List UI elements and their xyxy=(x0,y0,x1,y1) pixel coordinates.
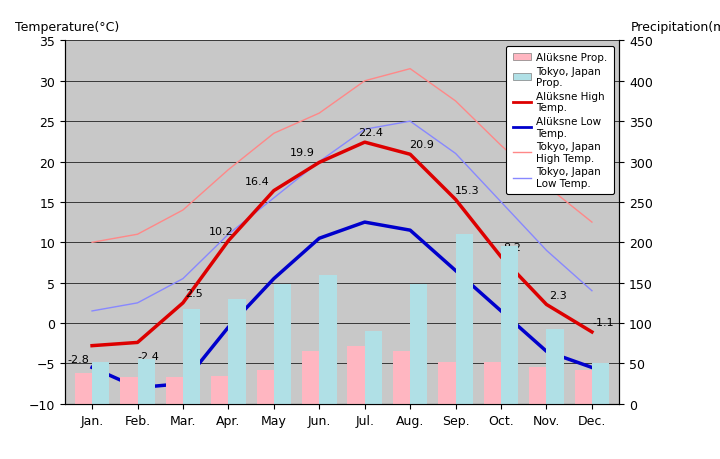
Text: 22.4: 22.4 xyxy=(358,128,383,138)
Bar xyxy=(575,370,592,404)
Bar xyxy=(274,285,291,404)
Bar xyxy=(484,362,501,404)
Bar xyxy=(592,364,609,404)
Text: -2.8: -2.8 xyxy=(67,354,89,364)
Text: -1.1: -1.1 xyxy=(593,317,614,327)
Bar xyxy=(92,362,109,404)
Text: 8.2: 8.2 xyxy=(503,242,521,252)
Bar xyxy=(438,362,456,404)
Bar xyxy=(120,377,138,404)
Bar xyxy=(183,309,200,404)
Text: 20.9: 20.9 xyxy=(409,140,433,150)
Bar xyxy=(348,346,365,404)
Bar xyxy=(365,331,382,404)
Bar xyxy=(302,352,319,404)
Text: 16.4: 16.4 xyxy=(245,176,269,186)
Bar xyxy=(166,377,183,404)
Bar xyxy=(456,235,473,404)
Bar xyxy=(138,359,155,404)
Bar xyxy=(228,299,246,404)
Bar xyxy=(410,285,428,404)
Bar xyxy=(546,329,564,404)
Text: Temperature(°C): Temperature(°C) xyxy=(15,21,119,34)
Bar xyxy=(393,352,410,404)
Bar xyxy=(211,376,228,404)
Bar xyxy=(319,275,336,404)
Text: 15.3: 15.3 xyxy=(454,185,479,195)
Bar xyxy=(256,370,274,404)
Text: Precipitation(mm): Precipitation(mm) xyxy=(630,21,720,34)
Bar xyxy=(529,368,546,404)
Text: 2.5: 2.5 xyxy=(185,288,203,298)
Text: 2.3: 2.3 xyxy=(549,290,567,300)
Bar xyxy=(501,247,518,404)
Legend: Alüksne Prop., Tokyo, Japan
Prop., Alüksne High
Temp., Alüksne Low
Temp., Tokyo,: Alüksne Prop., Tokyo, Japan Prop., Alüks… xyxy=(506,46,614,195)
Text: 19.9: 19.9 xyxy=(290,148,315,158)
Text: -2.4: -2.4 xyxy=(138,351,160,361)
Text: 10.2: 10.2 xyxy=(209,226,234,236)
Bar xyxy=(75,373,92,404)
